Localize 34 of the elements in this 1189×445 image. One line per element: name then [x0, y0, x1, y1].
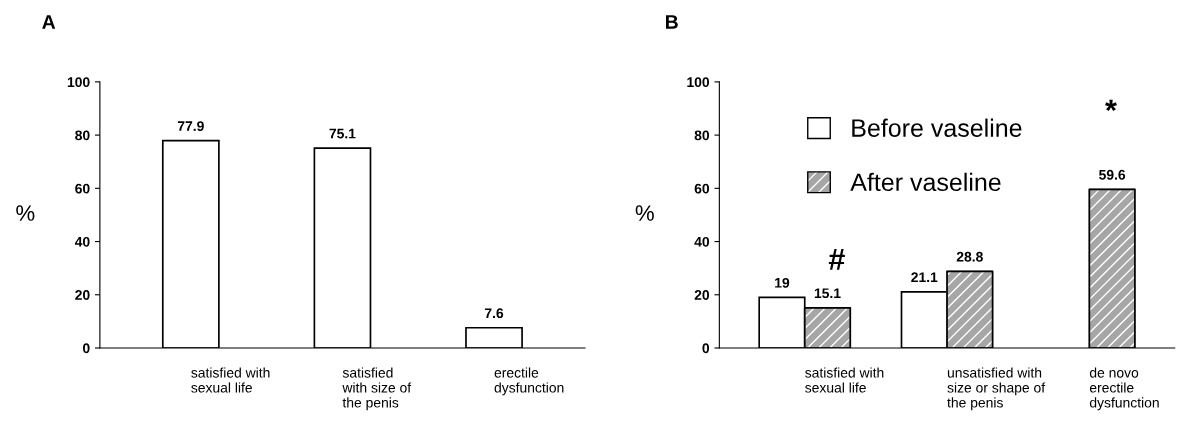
data-label: 15.1	[814, 288, 841, 299]
data-label: 19	[775, 277, 790, 288]
y-axis-title: %	[16, 205, 35, 221]
y-tick-label: 0	[82, 343, 90, 354]
y-tick-label: 20	[694, 290, 710, 300]
data-label: 28.8	[956, 251, 983, 262]
x-tick-label: satisfied with sexual life	[191, 367, 270, 393]
data-label: 75.1	[329, 128, 356, 139]
y-axis-title: %	[635, 205, 654, 221]
x-tick-label: satisfied with size of the penis	[342, 367, 412, 411]
x-tick-label: satisfied with sexual life	[805, 367, 884, 393]
chart-title: B	[666, 15, 678, 29]
y-tick-label: 60	[75, 183, 90, 194]
y-tick-label: 20	[75, 290, 90, 300]
annotation: *	[1105, 99, 1117, 112]
x-tick-label: de novo erectile dysfunction	[1089, 367, 1159, 411]
chart-title: A	[42, 15, 56, 29]
y-tick-label: 100	[67, 77, 90, 88]
y-tick-label: 40	[74, 236, 90, 247]
y-tick-label: 100	[687, 77, 710, 88]
data-label: 21.1	[911, 272, 938, 283]
y-tick-label: 0	[702, 343, 710, 354]
y-tick-label: 80	[75, 130, 90, 141]
y-tick-label: 80	[694, 130, 710, 141]
data-label: 77.9	[177, 121, 204, 131]
data-label: 59.6	[1099, 169, 1126, 180]
annotation: #	[828, 248, 845, 270]
legend-label: Before vaseline	[852, 118, 1022, 137]
x-tick-label: erectile dysfunction	[494, 367, 564, 396]
data-label: 7.6	[484, 308, 504, 319]
y-tick-label: 40	[694, 236, 710, 247]
legend-label: After vaseline	[850, 172, 1001, 192]
y-tick-label: 60	[694, 183, 710, 194]
x-tick-label: unsatisfied with size or shape of the penis	[947, 367, 1046, 411]
